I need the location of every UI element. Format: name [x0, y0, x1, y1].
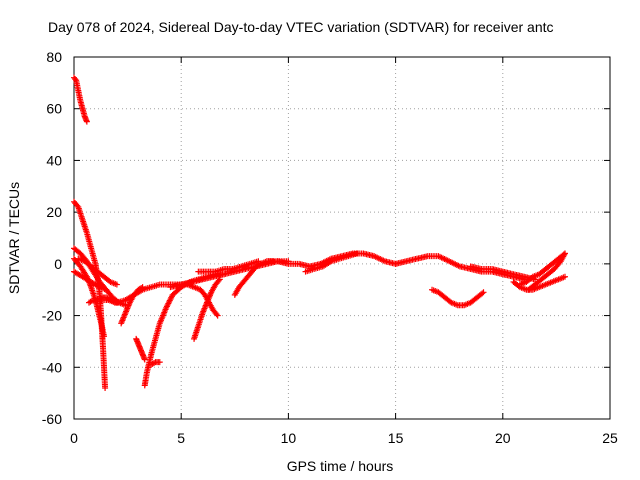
y-tick-label: 0 [54, 256, 62, 272]
chart-title: Day 078 of 2024, Sidereal Day-to-day VTE… [48, 19, 554, 35]
series-arc-25 [525, 250, 568, 293]
y-tick-label: -20 [42, 308, 62, 324]
data-point [141, 356, 148, 363]
y-tick-label: 60 [46, 101, 62, 117]
y-tick-label: 20 [46, 204, 62, 220]
x-tick-label: 20 [495, 430, 511, 446]
series-arc-09 [118, 284, 146, 327]
series-arc-20 [392, 253, 528, 283]
series-arc-19 [302, 250, 361, 275]
data-points [71, 74, 568, 391]
series-arc-02 [71, 198, 109, 391]
data-point [139, 284, 146, 291]
data-point [354, 250, 361, 257]
series-arc-06 [75, 255, 120, 288]
y-tick-label: 80 [46, 49, 62, 65]
series-arc-10 [133, 335, 148, 363]
data-point [561, 273, 568, 280]
y-tick-label: -40 [42, 359, 62, 375]
plot-frame [73, 56, 611, 420]
series-arc-21 [429, 286, 487, 309]
data-point [101, 333, 108, 340]
data-point [103, 286, 110, 293]
data-point [213, 311, 220, 318]
grid [74, 57, 610, 419]
data-point [102, 384, 109, 391]
series-arc-05 [71, 268, 110, 293]
series-arc-16 [195, 258, 262, 275]
series-arc-12 [148, 359, 163, 368]
data-point [215, 277, 222, 284]
axis-ticks: 0 5 10 15 20 25 80 60 40 20 0 -20 -40 -60 [42, 49, 618, 446]
y-tick-label: -60 [42, 411, 62, 427]
data-point [113, 281, 120, 288]
series-arc-01 [71, 74, 90, 125]
x-axis-label: GPS time / hours [287, 458, 394, 474]
data-point [72, 75, 79, 82]
x-tick-label: 0 [70, 430, 78, 446]
x-tick-label: 15 [388, 430, 404, 446]
data-point [480, 289, 487, 296]
data-point [83, 118, 90, 125]
data-point [479, 290, 486, 297]
x-tick-label: 5 [177, 430, 185, 446]
data-point [561, 250, 568, 257]
y-axis-label: SDTVAR / TECUs [6, 182, 22, 294]
data-point [214, 312, 221, 319]
y-tick-label: 40 [46, 152, 62, 168]
x-tick-label: 25 [602, 430, 618, 446]
data-point [156, 359, 163, 366]
x-tick-label: 10 [281, 430, 297, 446]
